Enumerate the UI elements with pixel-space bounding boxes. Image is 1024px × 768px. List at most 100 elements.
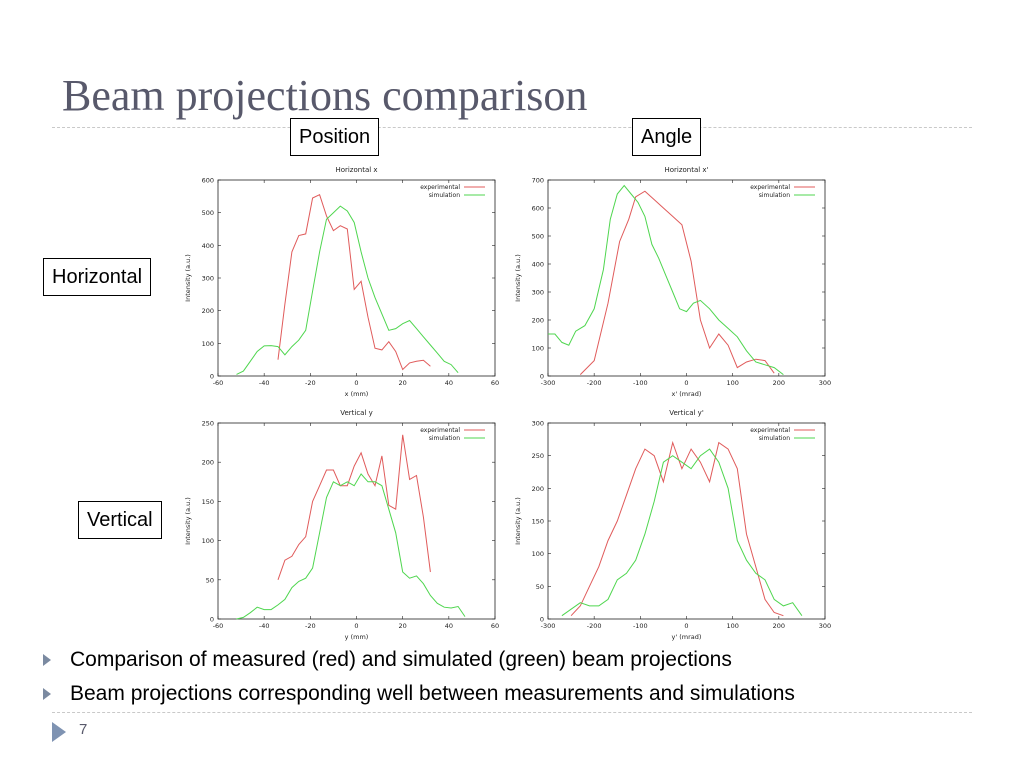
x-tick-label: -40 (259, 622, 270, 630)
x-tick-label: -200 (587, 622, 602, 630)
x-tick-label: 20 (399, 622, 407, 630)
legend-label: experimental (420, 184, 460, 191)
triangle-bullet-icon (43, 688, 51, 700)
x-tick-label: -20 (305, 379, 316, 387)
triangle-bullet-icon (43, 654, 51, 666)
x-axis-label: y' (mrad) (672, 633, 702, 641)
y-tick-label: 200 (202, 459, 214, 467)
y-tick-label: 500 (202, 209, 214, 217)
y-axis-label: Intensity (a.u.) (184, 254, 192, 302)
y-tick-label: 100 (532, 345, 544, 353)
triangle-footer-icon (52, 722, 66, 742)
page-number: 7 (79, 721, 88, 738)
legend-label: experimental (750, 427, 790, 434)
x-tick-label: 200 (773, 622, 785, 630)
series-line-experimental (570, 440, 784, 617)
x-tick-label: -60 (213, 622, 224, 630)
legend-label: experimental (750, 184, 790, 191)
plot-vertical-y-prime: Vertical y' -300 -200 -100 0 100 200 300 0 50 100 1… (514, 409, 831, 641)
bullet-list: Comparison of measured (red) and simulat… (40, 645, 795, 713)
y-tick-label: 0 (540, 373, 544, 381)
row-label-horizontal: Horizontal (43, 258, 152, 296)
series-line-experimental (277, 434, 431, 580)
x-tick-label: -20 (305, 622, 316, 630)
x-tick-label: -60 (213, 379, 224, 387)
x-tick-label: 40 (445, 379, 453, 387)
x-axis-label: x' (mrad) (672, 390, 702, 398)
x-tick-label: 0 (684, 379, 688, 387)
y-tick-label: 300 (532, 420, 544, 428)
x-tick-label: 40 (445, 622, 453, 630)
y-tick-label: 700 (532, 177, 544, 185)
y-tick-label: 400 (202, 242, 214, 250)
y-tick-label: 0 (210, 616, 214, 624)
title-divider (52, 127, 972, 128)
y-tick-label: 200 (532, 317, 544, 325)
x-axis-label: x (mm) (345, 390, 369, 398)
x-tick-label: 300 (819, 622, 831, 630)
y-axis-label: Intensity (a.u.) (514, 497, 522, 545)
plot-frame (217, 179, 496, 377)
y-tick-label: 400 (532, 261, 544, 269)
x-tick-label: -100 (633, 622, 648, 630)
y-tick-label: 150 (202, 498, 214, 506)
y-tick-label: 500 (532, 233, 544, 241)
y-axis-label: Intensity (a.u.) (184, 497, 192, 545)
col-label-angle: Angle (632, 118, 702, 156)
y-tick-label: 250 (202, 420, 214, 428)
footer-divider (52, 712, 972, 713)
plot-horizontal-x: Horizontal x-60 -40 -20 0 20 40 60010020030040… (184, 166, 499, 398)
x-tick-label: 0 (354, 379, 358, 387)
x-tick-label: 100 (726, 379, 738, 387)
legend-label: simulation (759, 435, 790, 442)
x-tick-label: 60 (491, 622, 499, 630)
plot-horizontal-x-prime: Horizontal x' -300 -200 -100 0 100 200 300 0 100 2… (514, 166, 831, 398)
bullet-item: Comparison of measured (red) and simulat… (40, 645, 795, 679)
series-line-experimental (277, 194, 431, 371)
x-tick-label: -300 (541, 379, 556, 387)
series-line-simulation (236, 473, 466, 620)
y-tick-label: 200 (532, 485, 544, 493)
plot-title: Vertical y' (669, 409, 704, 417)
plot-title: Horizontal x' (664, 166, 708, 174)
x-tick-label: 200 (773, 379, 785, 387)
bullet-text: Beam projections corresponding well betw… (70, 682, 795, 705)
series-line-simulation (236, 205, 459, 375)
plot-title: Horizontal x (335, 166, 377, 174)
series-line-simulation (548, 184, 784, 375)
x-tick-label: 0 (354, 622, 358, 630)
x-tick-label: -300 (541, 622, 556, 630)
legend-label: simulation (759, 192, 790, 199)
y-axis-label: Intensity (a.u.) (514, 254, 522, 302)
col-label-position: Position (290, 118, 380, 156)
y-tick-label: 100 (202, 537, 214, 545)
plot-frame (547, 422, 826, 620)
y-tick-label: 50 (206, 576, 214, 584)
row-label-vertical: Vertical (78, 501, 162, 539)
y-tick-label: 50 (536, 583, 544, 591)
x-tick-label: 300 (819, 379, 831, 387)
y-tick-label: 300 (532, 289, 544, 297)
x-axis-label: y (mm) (345, 633, 369, 641)
legend-label: simulation (429, 435, 460, 442)
plot-title: Vertical y (340, 409, 373, 417)
series-line-simulation (561, 448, 803, 617)
x-tick-label: -100 (633, 379, 648, 387)
x-tick-label: -200 (587, 379, 602, 387)
y-tick-label: 100 (532, 550, 544, 558)
bullet-item: Beam projections corresponding well betw… (40, 679, 795, 713)
x-tick-label: 20 (399, 379, 407, 387)
x-tick-label: 60 (491, 379, 499, 387)
plot-frame (547, 179, 826, 377)
x-tick-label: 100 (726, 622, 738, 630)
x-tick-label: -40 (259, 379, 270, 387)
y-tick-label: 300 (202, 275, 214, 283)
legend-label: simulation (429, 192, 460, 199)
y-tick-label: 0 (210, 373, 214, 381)
y-tick-label: 200 (202, 307, 214, 315)
legend-label: experimental (420, 427, 460, 434)
y-tick-label: 100 (202, 340, 214, 348)
slide-title: Beam projections comparison (62, 71, 588, 120)
y-tick-label: 600 (202, 177, 214, 185)
y-tick-label: 0 (540, 616, 544, 624)
